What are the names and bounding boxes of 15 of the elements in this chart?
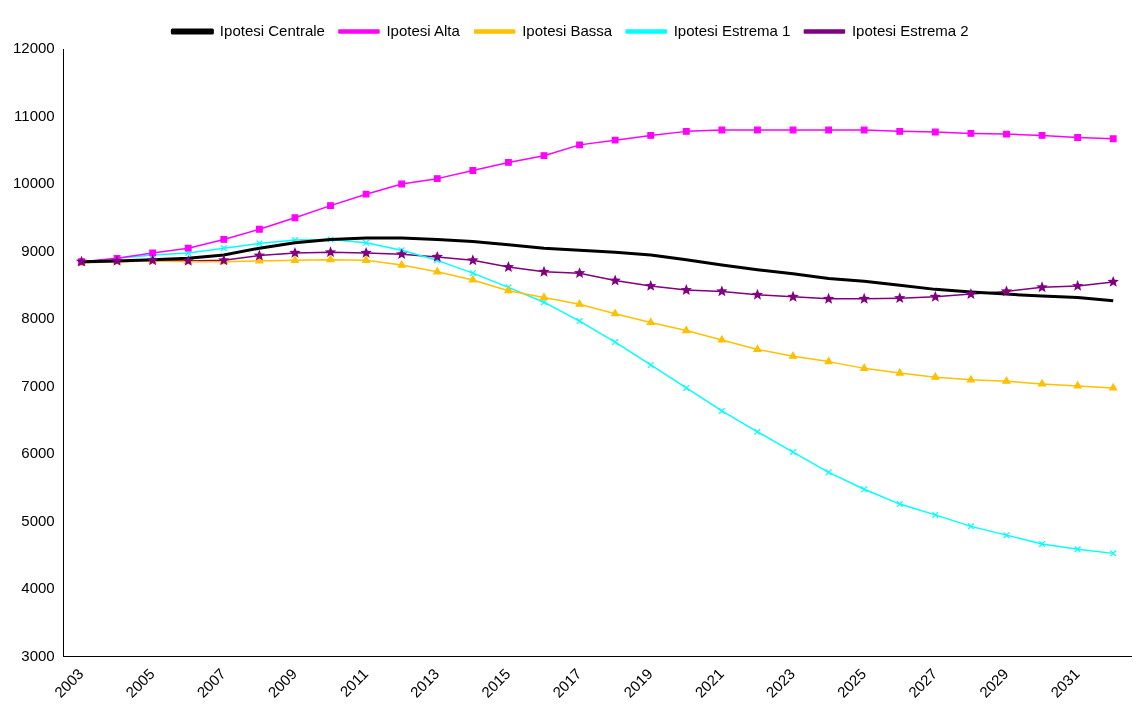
y-tick-label: 7000 <box>21 376 55 394</box>
legend-label: Ipotesi Estrema 1 <box>673 21 791 39</box>
y-tick-label: 9000 <box>21 241 55 259</box>
y-tick-label: 5000 <box>21 511 55 529</box>
y-tick-label: 11000 <box>14 106 55 124</box>
legend-label: Ipotesi Estrema 2 <box>851 21 969 39</box>
y-tick-label: 8000 <box>21 309 55 327</box>
y-tick-label: 12000 <box>12 39 55 57</box>
legend-label: Ipotesi Bassa <box>522 21 613 39</box>
y-tick-label: 10000 <box>12 174 55 192</box>
y-tick-label: 4000 <box>21 579 55 597</box>
legend-label: Ipotesi Centrale <box>219 21 325 39</box>
legend-label: Ipotesi Alta <box>386 21 461 39</box>
y-tick-label: 6000 <box>21 444 55 462</box>
y-tick-label: 3000 <box>21 646 55 664</box>
